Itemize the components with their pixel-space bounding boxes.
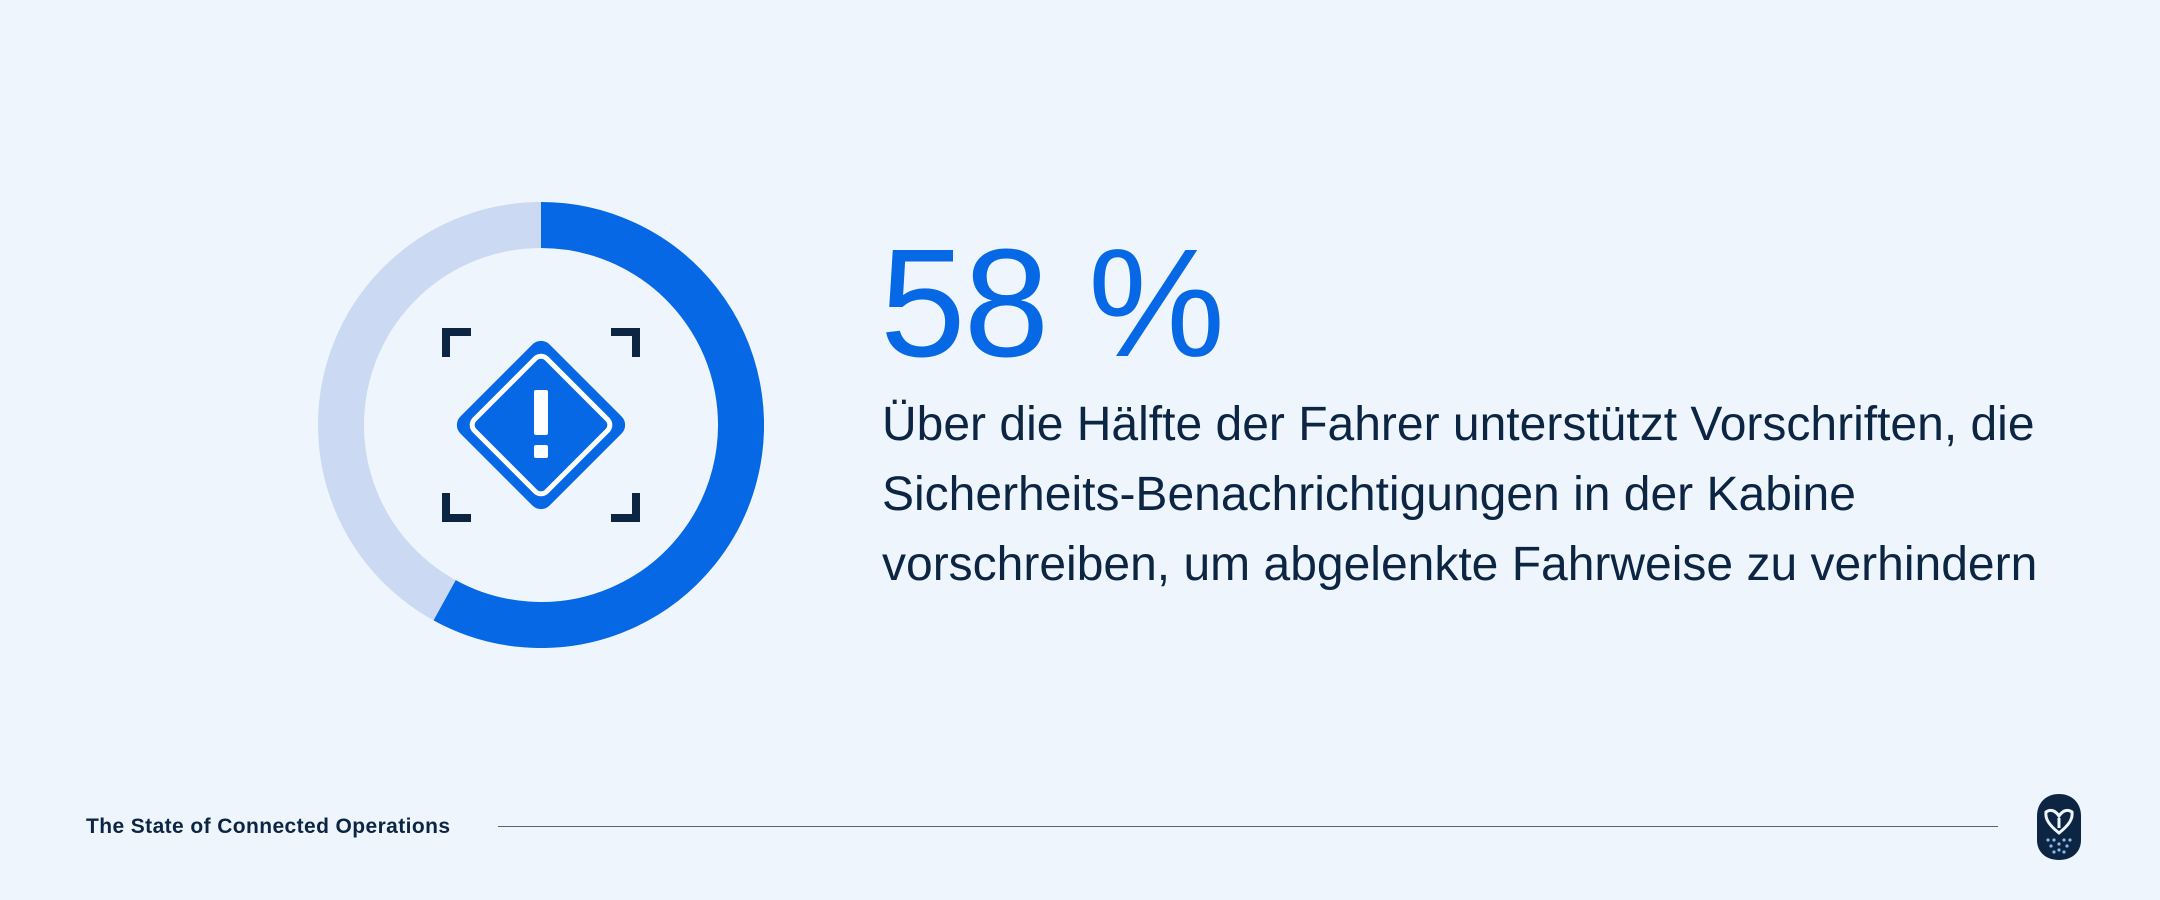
owl-logo-icon (2037, 794, 2081, 860)
frame-corner-bottom-left (442, 493, 471, 522)
frame-corner-bottom-right (611, 493, 640, 522)
exclamation-bar (534, 390, 548, 435)
footer-divider (498, 826, 1998, 827)
exclamation-dot (534, 445, 548, 458)
stat-description: Über die Hälfte der Fahrer unterstützt V… (882, 398, 2038, 591)
stat-value: 58 % (880, 217, 1225, 389)
warning-diamond-ring (469, 353, 613, 497)
footer-title: The State of Connected Operations (86, 815, 451, 838)
frame-corner-top-left (442, 328, 471, 357)
donut-value-arc (433, 202, 764, 648)
logo-owl-face (2044, 808, 2074, 835)
warning-diamond-icon (442, 328, 640, 522)
frame-corner-top-right (611, 328, 640, 357)
donut-chart (318, 202, 764, 648)
logo-owl-feathers (2046, 838, 2072, 854)
